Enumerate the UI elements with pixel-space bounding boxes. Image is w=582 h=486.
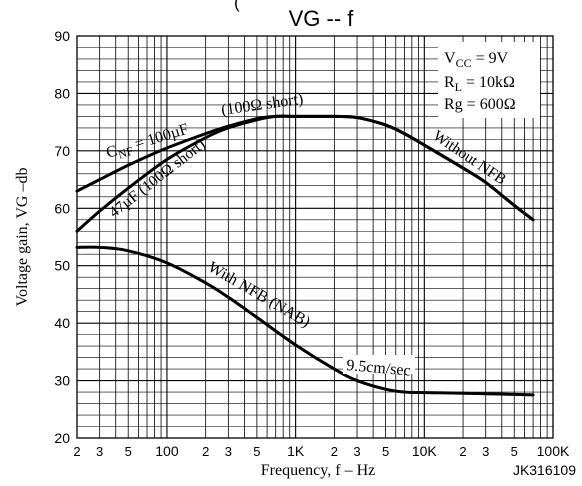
x-tick-label: 5: [253, 444, 260, 459]
rg-condition: Rg = 600Ω: [444, 96, 516, 113]
x-tick-label: 5: [511, 444, 518, 459]
rg-value: = 600Ω: [463, 96, 516, 113]
vcc-condition: VCC = 9V: [444, 50, 509, 70]
x-tick-label: 3: [353, 444, 360, 459]
cnf-short-label: (100Ω short): [220, 91, 304, 119]
x-tick-label: 100: [155, 443, 179, 459]
chart-title: VG -- f: [289, 6, 355, 31]
x-tick-label: 3: [482, 444, 489, 459]
y-axis-ticks: 20 30 40 50 60 70 80 90: [54, 28, 70, 446]
rg-symbol: Rg: [444, 96, 463, 113]
x-tick-label: 10K: [412, 443, 438, 459]
x-tick-label: 100K: [537, 443, 570, 459]
y-tick-label: 60: [54, 200, 70, 216]
y-tick-label: 30: [54, 373, 70, 389]
x-tick-label: 2: [459, 444, 466, 459]
rl-condition: RL = 10kΩ: [444, 74, 515, 94]
x-tick-label: 3: [96, 444, 103, 459]
rl-symbol: R: [444, 74, 455, 91]
figure-code: JK316109: [513, 462, 576, 478]
cnf-subscript: NF: [116, 144, 135, 162]
conditions-box-background: [438, 42, 540, 118]
speed-label: 9.5cm/sec: [346, 357, 412, 380]
x-tick-label: 2: [202, 444, 209, 459]
y-tick-label: 50: [54, 258, 70, 274]
x-tick-label: 2: [73, 444, 80, 459]
conditions-box: VCC = 9V RL = 10kΩ Rg = 600Ω: [438, 42, 540, 118]
y-tick-label: 70: [54, 143, 70, 159]
rl-value: = 10kΩ: [462, 74, 515, 91]
x-tick-label: 3: [225, 444, 232, 459]
x-tick-label: 1K: [287, 443, 305, 459]
y-tick-label: 20: [54, 430, 70, 446]
x-axis-label: Frequency, f – Hz: [261, 462, 375, 479]
cnf-symbol: C: [104, 142, 119, 161]
x-tick-label: 2: [331, 444, 338, 459]
y-tick-label: 80: [54, 85, 70, 101]
y-axis-label: Voltage gain, VG –db: [14, 168, 31, 307]
vcc-value: = 9V: [472, 50, 509, 67]
top-fragment: (: [234, 0, 240, 12]
plot-frame: [76, 35, 554, 439]
y-tick-label: 40: [54, 315, 70, 331]
series-lines: [75, 114, 535, 397]
rl-subscript: L: [455, 80, 462, 94]
vcc-symbol: V: [444, 50, 456, 67]
x-tick-label: 5: [125, 444, 132, 459]
series-line-47-f-100-short: [75, 114, 535, 233]
y-tick-label: 90: [54, 28, 70, 44]
series-line-with-nfb-nab-9-5cm-sec: [75, 245, 535, 397]
x-tick-label: 5: [382, 444, 389, 459]
speed-label-background: [343, 355, 415, 374]
vcc-subscript: CC: [456, 56, 472, 70]
without-nfb-label: Without NFB: [430, 127, 509, 188]
x-axis-ticks: 2 3 5 100 2 3 5 1K 2 3 5 10K 2 3 5 100K: [73, 443, 570, 459]
